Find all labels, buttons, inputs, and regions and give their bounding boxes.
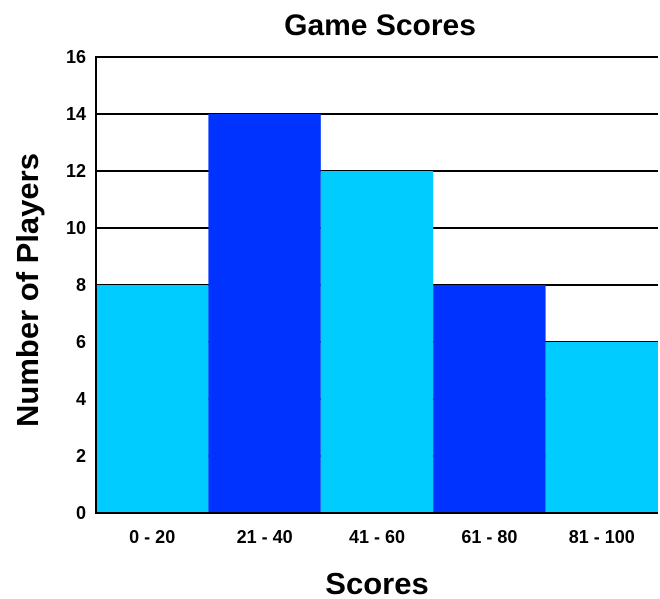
plot-frame: [95, 56, 658, 514]
y-tick-label: 10: [66, 218, 86, 238]
bar: [320, 171, 434, 513]
chart-title: Game Scores: [284, 9, 476, 42]
bar: [545, 342, 658, 513]
y-tick-label: 14: [66, 104, 86, 124]
bar: [433, 285, 546, 513]
y-tick-labels: 0 2 4 6 8 10 12 14 16: [66, 47, 86, 523]
x-tick-label: 21 - 40: [237, 527, 293, 547]
y-tick-label: 6: [76, 332, 86, 352]
y-tick-label: 8: [76, 275, 86, 295]
x-tick-label: 41 - 60: [349, 527, 405, 547]
x-tick-label: 61 - 80: [461, 527, 517, 547]
y-tick-label: 2: [76, 446, 86, 466]
x-axis-label: Scores: [325, 566, 428, 599]
bar: [96, 285, 209, 513]
x-tick-label: 0 - 20: [129, 527, 175, 547]
y-tick-label: 12: [66, 161, 86, 181]
y-tick-label: 4: [76, 389, 86, 409]
y-tick-label: 16: [66, 47, 86, 67]
y-axis-label: Number of Players: [10, 153, 45, 427]
x-tick-labels: 0 - 20 21 - 40 41 - 60 61 - 80 81 - 100: [129, 527, 635, 547]
x-tick-label: 81 - 100: [569, 527, 635, 547]
y-tick-label: 0: [76, 503, 86, 523]
bars: [96, 114, 658, 513]
bar: [208, 114, 321, 513]
